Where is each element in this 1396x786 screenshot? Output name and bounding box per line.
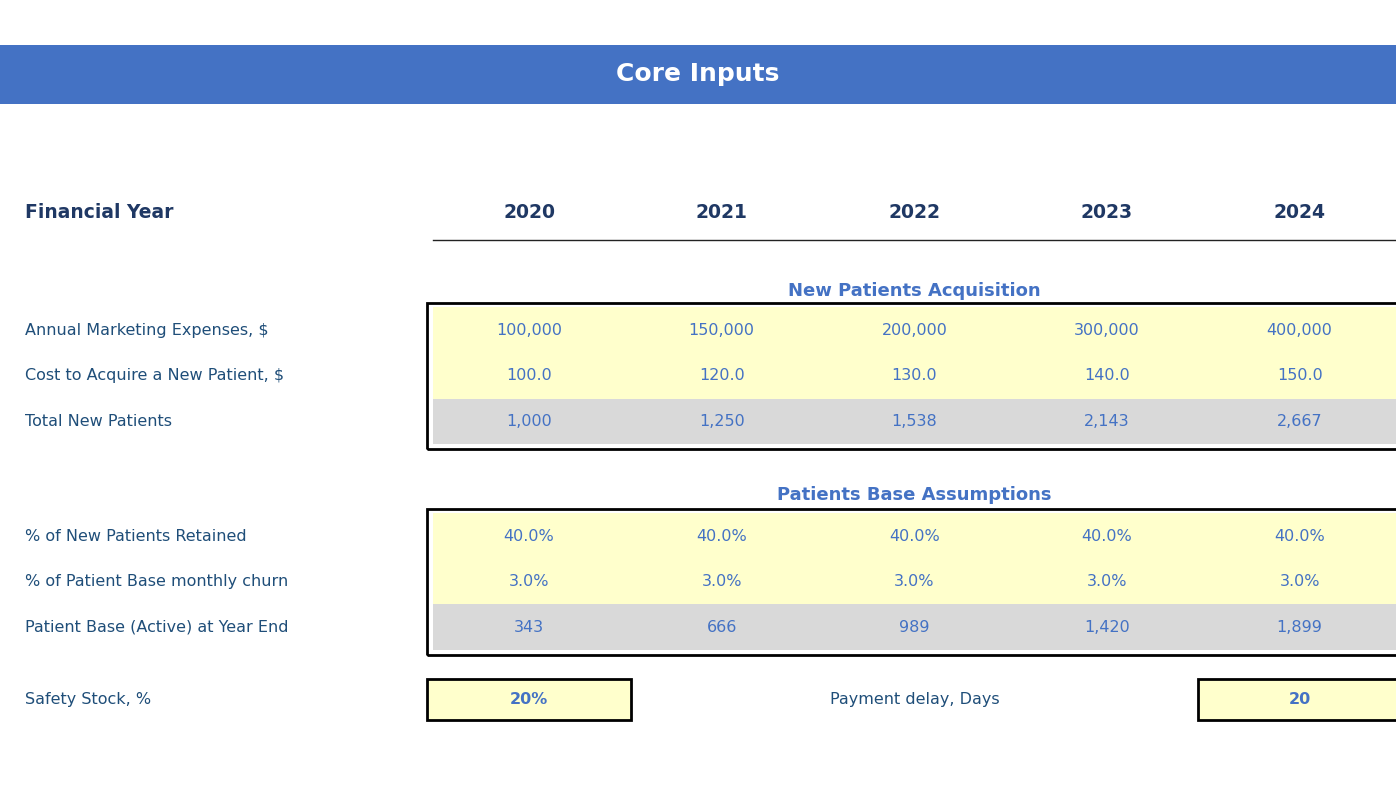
Text: 1,899: 1,899: [1277, 619, 1322, 635]
Bar: [433, 604, 625, 650]
Bar: [1203, 604, 1396, 650]
Text: 3.0%: 3.0%: [701, 574, 743, 590]
Bar: [1203, 307, 1396, 353]
Text: 150.0: 150.0: [1277, 368, 1322, 384]
Text: 2020: 2020: [503, 203, 556, 222]
Bar: [625, 307, 818, 353]
Bar: [427, 509, 1396, 655]
Bar: [433, 353, 625, 399]
Bar: [625, 353, 818, 399]
Bar: [1203, 399, 1396, 444]
Text: 3.0%: 3.0%: [1086, 574, 1128, 590]
Bar: [818, 353, 1011, 399]
Bar: [818, 513, 1011, 559]
Bar: [433, 559, 625, 604]
Text: Total New Patients: Total New Patients: [25, 413, 172, 429]
Bar: [1011, 604, 1203, 650]
Text: 130.0: 130.0: [892, 368, 937, 384]
Text: 20%: 20%: [510, 692, 549, 707]
Text: 40.0%: 40.0%: [697, 528, 747, 544]
Bar: [433, 513, 625, 559]
Text: % of New Patients Retained: % of New Patients Retained: [25, 528, 247, 544]
Text: 2024: 2024: [1273, 203, 1326, 222]
Text: Patient Base (Active) at Year End: Patient Base (Active) at Year End: [25, 619, 289, 635]
Bar: [433, 307, 625, 353]
Bar: [1203, 513, 1396, 559]
Text: 1,538: 1,538: [892, 413, 937, 429]
Bar: [818, 604, 1011, 650]
Text: 20: 20: [1289, 692, 1311, 707]
Bar: [625, 604, 818, 650]
Text: New Patients Acquisition: New Patients Acquisition: [789, 282, 1040, 299]
Text: 1,000: 1,000: [507, 413, 551, 429]
Text: Core Inputs: Core Inputs: [616, 62, 780, 86]
Bar: [1011, 513, 1203, 559]
Bar: [1011, 307, 1203, 353]
Bar: [818, 399, 1011, 444]
Text: 400,000: 400,000: [1266, 322, 1333, 338]
Text: Cost to Acquire a New Patient, $: Cost to Acquire a New Patient, $: [25, 368, 285, 384]
Text: 2,667: 2,667: [1277, 413, 1322, 429]
Text: 120.0: 120.0: [699, 368, 744, 384]
Text: 3.0%: 3.0%: [1279, 574, 1321, 590]
Text: 40.0%: 40.0%: [889, 528, 940, 544]
Text: 2,143: 2,143: [1085, 413, 1129, 429]
Bar: [427, 303, 1396, 449]
Text: 3.0%: 3.0%: [508, 574, 550, 590]
Text: 100.0: 100.0: [507, 368, 551, 384]
Bar: [1011, 399, 1203, 444]
Bar: [0, 45, 1396, 104]
Text: 100,000: 100,000: [496, 322, 563, 338]
Text: 40.0%: 40.0%: [1275, 528, 1325, 544]
Text: Patients Base Assumptions: Patients Base Assumptions: [778, 487, 1051, 504]
Bar: [818, 307, 1011, 353]
Text: 343: 343: [514, 619, 544, 635]
Text: 40.0%: 40.0%: [1082, 528, 1132, 544]
Bar: [1203, 559, 1396, 604]
Bar: [625, 559, 818, 604]
Text: 989: 989: [899, 619, 930, 635]
Text: 1,250: 1,250: [699, 413, 744, 429]
Bar: [1011, 353, 1203, 399]
Text: Payment delay, Days: Payment delay, Days: [829, 692, 1000, 707]
Text: Annual Marketing Expenses, $: Annual Marketing Expenses, $: [25, 322, 269, 338]
Text: % of Patient Base monthly churn: % of Patient Base monthly churn: [25, 574, 289, 590]
Text: 1,420: 1,420: [1085, 619, 1129, 635]
Text: 2021: 2021: [695, 203, 748, 222]
Text: 666: 666: [706, 619, 737, 635]
Text: 150,000: 150,000: [688, 322, 755, 338]
Bar: [1198, 679, 1396, 720]
Bar: [625, 513, 818, 559]
Text: 200,000: 200,000: [881, 322, 948, 338]
Text: 40.0%: 40.0%: [504, 528, 554, 544]
Text: 300,000: 300,000: [1074, 322, 1141, 338]
Bar: [625, 399, 818, 444]
Bar: [427, 679, 631, 720]
Text: 3.0%: 3.0%: [893, 574, 935, 590]
Bar: [1203, 353, 1396, 399]
Bar: [818, 559, 1011, 604]
Text: 2022: 2022: [888, 203, 941, 222]
Text: Safety Stock, %: Safety Stock, %: [25, 692, 151, 707]
Bar: [433, 399, 625, 444]
Text: 2023: 2023: [1081, 203, 1134, 222]
Text: 140.0: 140.0: [1085, 368, 1129, 384]
Bar: [1011, 559, 1203, 604]
Text: Financial Year: Financial Year: [25, 203, 173, 222]
